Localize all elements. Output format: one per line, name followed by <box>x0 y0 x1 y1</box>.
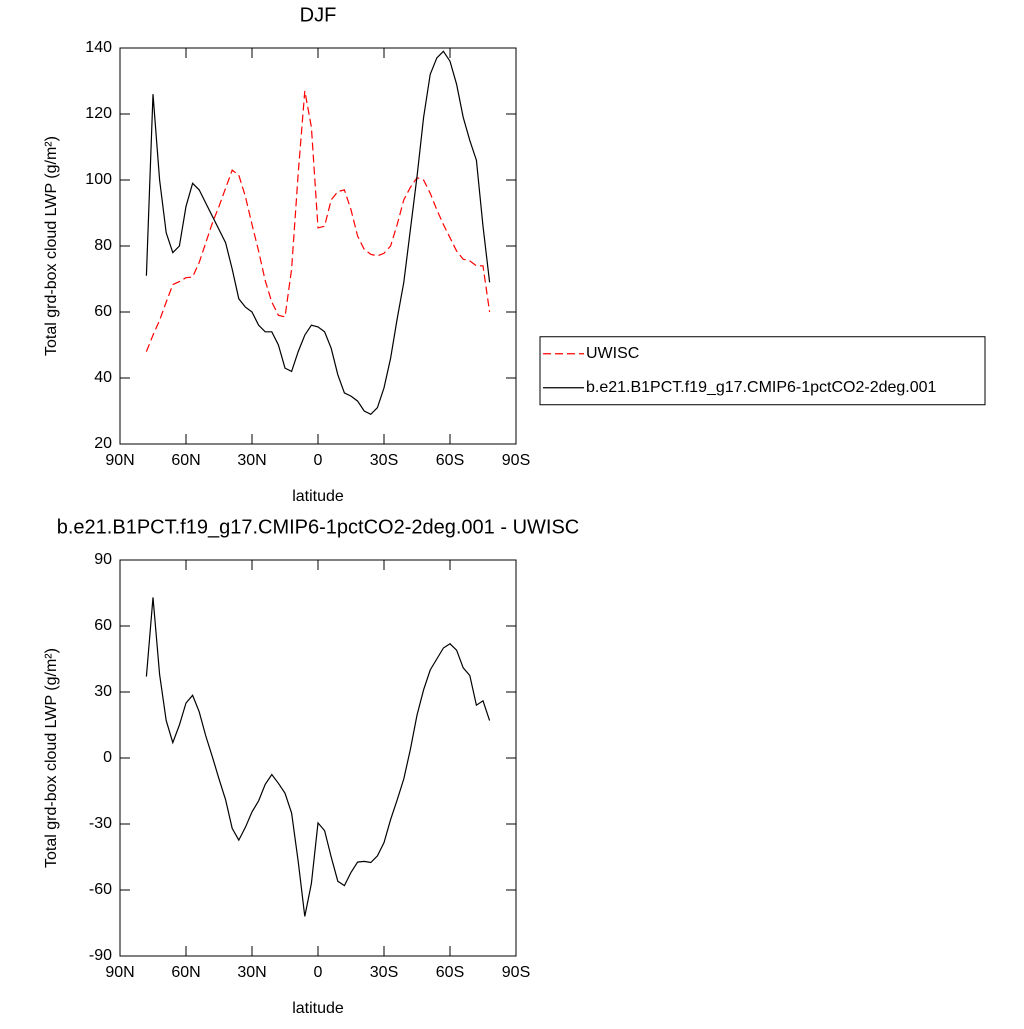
plot-frame <box>119 559 517 957</box>
x-axis-label: latitude <box>292 1000 344 1017</box>
y-tick-label: 30 <box>94 683 112 700</box>
x-tick-label: 30N <box>237 452 266 469</box>
data-line <box>145 597 491 917</box>
y-tick-label: -60 <box>89 881 112 898</box>
y-tick-label: -30 <box>89 815 112 832</box>
y-tick-label: 120 <box>85 105 112 122</box>
x-tick-label: 0 <box>314 964 323 981</box>
y-tick-label: 60 <box>94 617 112 634</box>
y-tick-label: 60 <box>94 303 112 320</box>
x-tick-label: 60S <box>436 964 464 981</box>
y-tick-label: 100 <box>85 171 112 188</box>
x-tick-label: 90N <box>105 452 134 469</box>
x-tick-label: 0 <box>314 452 323 469</box>
y-tick-label: 80 <box>94 237 112 254</box>
y-tick-label: 0 <box>103 749 112 766</box>
x-tick-label: 60S <box>436 452 464 469</box>
legend-label: UWISC <box>586 345 639 362</box>
data-line <box>145 50 491 416</box>
legend-label: b.e21.B1PCT.f19_g17.CMIP6-1pctCO2-2deg.0… <box>586 379 937 396</box>
chart-title: b.e21.B1PCT.f19_g17.CMIP6-1pctCO2-2deg.0… <box>57 516 579 538</box>
y-tick-label: 140 <box>85 39 112 56</box>
x-tick-label: 90S <box>502 964 530 981</box>
y-axis-label: Total grd-box cloud LWP (g/m²) <box>43 648 60 868</box>
legend-box <box>539 336 986 406</box>
y-axis-label: Total grd-box cloud LWP (g/m²) <box>43 136 60 356</box>
x-tick-label: 30N <box>237 964 266 981</box>
data-line <box>145 90 491 352</box>
y-tick-label: 20 <box>94 435 112 452</box>
y-tick-label: 90 <box>94 551 112 568</box>
x-tick-label: 90N <box>105 964 134 981</box>
y-tick-label: -90 <box>89 947 112 964</box>
y-tick-label: 40 <box>94 369 112 386</box>
chart-title: DJF <box>300 4 337 26</box>
x-tick-label: 30S <box>370 964 398 981</box>
x-tick-label: 60N <box>171 452 200 469</box>
x-tick-label: 30S <box>370 452 398 469</box>
x-axis-label: latitude <box>292 488 344 505</box>
x-tick-label: 60N <box>171 964 200 981</box>
x-tick-label: 90S <box>502 452 530 469</box>
